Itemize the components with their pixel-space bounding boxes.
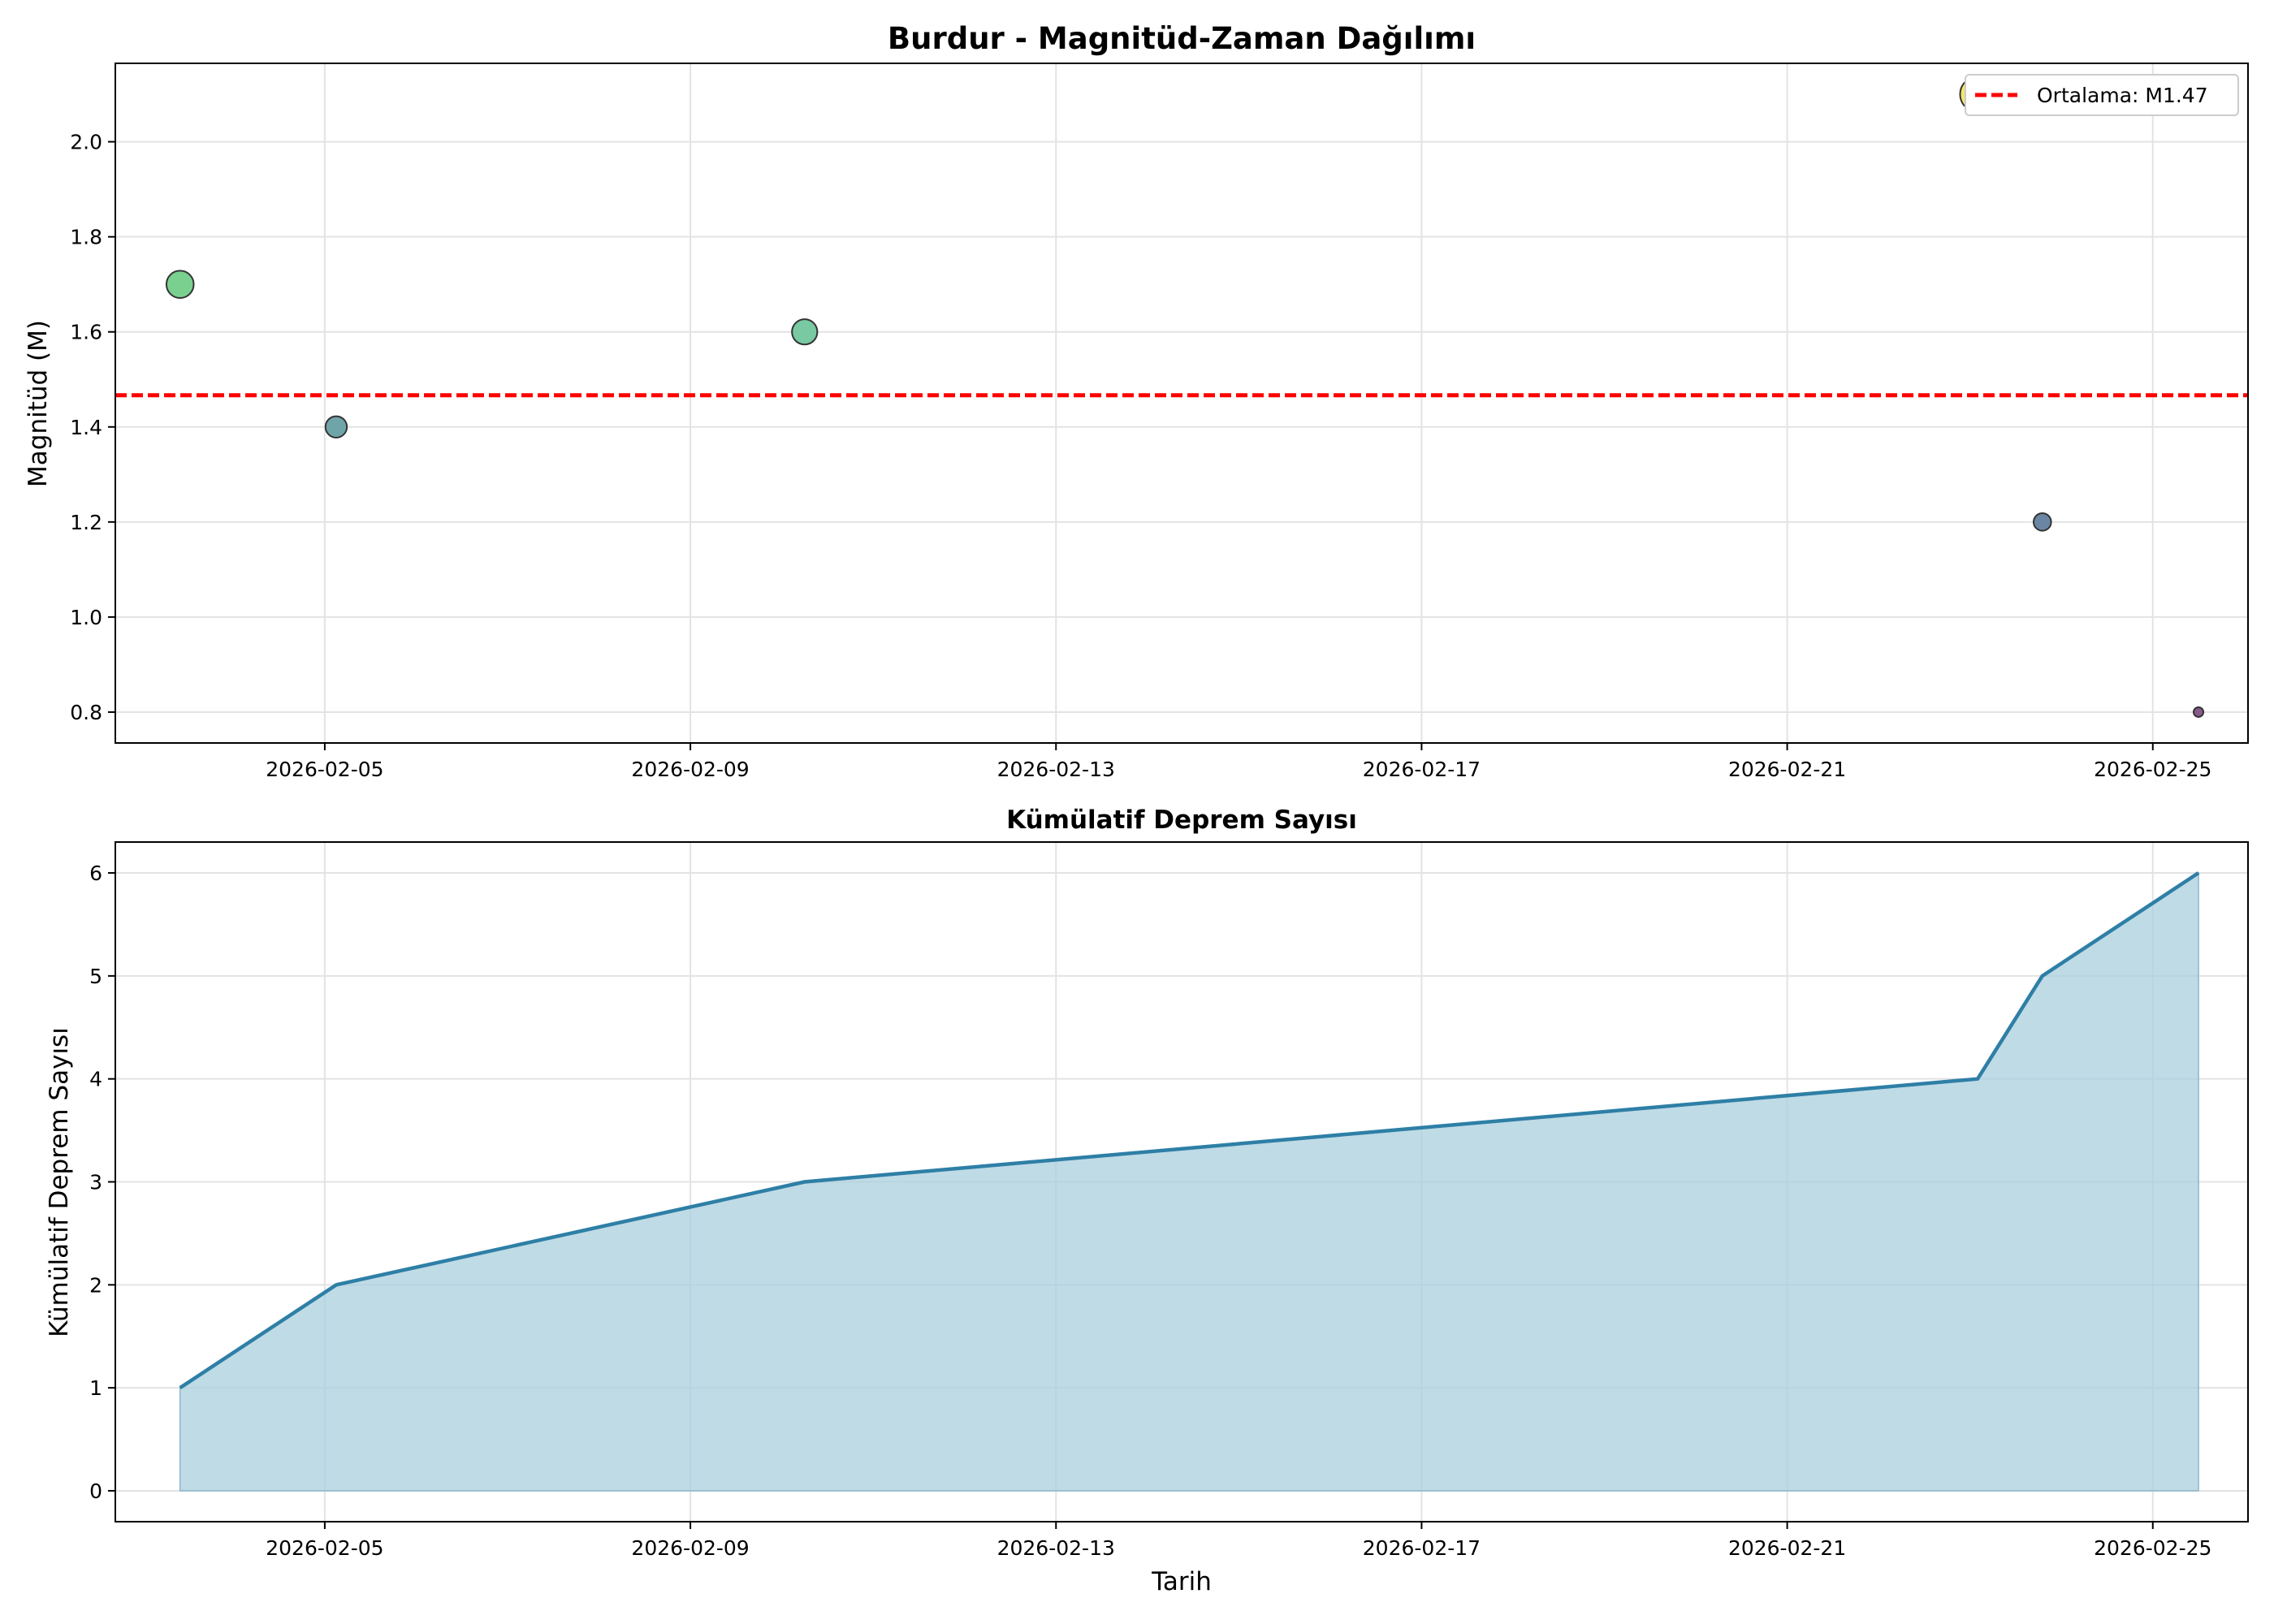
- legend: Ortalama: M1.47: [1965, 74, 2239, 116]
- x-tick-label: 2026-02-13: [997, 758, 1115, 781]
- x-tick-label: 2026-02-21: [1728, 1536, 1846, 1560]
- y-tick-label: 1: [89, 1376, 102, 1400]
- x-tick-label: 2026-02-25: [2094, 1536, 2211, 1560]
- legend-label: Ortalama: M1.47: [2037, 84, 2208, 107]
- x-tick-label: 2026-02-13: [997, 1536, 1115, 1560]
- x-tick-label: 2026-02-21: [1728, 758, 1846, 781]
- x-tick-label: 2026-02-05: [266, 1536, 383, 1560]
- y-axis-label: Kümülatif Deprem Sayısı: [45, 1027, 74, 1337]
- x-axis: 2026-02-05 2026-02-09 2026-02-13 2026-02-17…: [266, 1522, 2211, 1560]
- x-tick-label: 2026-02-09: [631, 1536, 749, 1560]
- x-tick-label: 2026-02-25: [2094, 758, 2211, 781]
- x-tick-label: 2026-02-17: [1363, 758, 1481, 781]
- y-tick-label: 4: [89, 1068, 102, 1091]
- scatter-point: [2032, 512, 2052, 532]
- y-tick-label: 3: [89, 1171, 102, 1194]
- scatter-point: [2193, 706, 2205, 718]
- y-tick-label: 5: [89, 965, 102, 988]
- y-axis-label: Magnitüd (M): [24, 320, 53, 487]
- y-tick-label: 1.4: [70, 416, 102, 439]
- x-tick-label: 2026-02-05: [266, 758, 383, 781]
- magnitude-time-chart: Burdur - Magnitüd-Zaman Dağılımı 2026-02…: [24, 21, 2249, 781]
- y-tick-label: 1.0: [70, 606, 102, 629]
- y-tick-label: 1.6: [70, 321, 102, 344]
- y-tick-label: 1.2: [70, 511, 102, 534]
- area-series: [179, 871, 2200, 1492]
- y-tick-label: 0: [89, 1479, 102, 1503]
- plot-frame: [115, 63, 2249, 744]
- cumulative-line: [179, 871, 2200, 1390]
- x-axis: 2026-02-05 2026-02-09 2026-02-13 2026-02-17…: [266, 743, 2211, 781]
- x-tick-label: 2026-02-17: [1363, 1536, 1481, 1560]
- x-tick-label: 2026-02-09: [631, 758, 749, 781]
- y-tick-label: 0.8: [70, 701, 102, 724]
- scatter-point: [165, 270, 195, 299]
- y-axis: 0.8 1.0 1.2 1.4 1.6 1.8 2.0: [70, 131, 115, 724]
- y-tick-label: 2: [89, 1273, 102, 1297]
- scatter-points: [165, 76, 2205, 718]
- scatter-point: [791, 318, 819, 346]
- grid: [115, 63, 2248, 743]
- chart-title: Burdur - Magnitüd-Zaman Dağılımı: [888, 21, 1476, 56]
- chart-title: Kümülatif Deprem Sayısı: [1006, 806, 1357, 835]
- y-axis: 0 1 2 3 4 5 6: [89, 862, 115, 1503]
- cumulative-count-chart: Kümülatif Deprem Sayısı 2026-02-05 2026-0…: [45, 806, 2249, 1596]
- y-tick-label: 1.8: [70, 226, 102, 249]
- y-tick-label: 2.0: [70, 131, 102, 154]
- y-tick-label: 6: [89, 862, 102, 885]
- x-axis-label: Tarih: [1151, 1567, 1212, 1596]
- legend-box: [1965, 74, 2239, 116]
- scatter-point: [324, 415, 348, 438]
